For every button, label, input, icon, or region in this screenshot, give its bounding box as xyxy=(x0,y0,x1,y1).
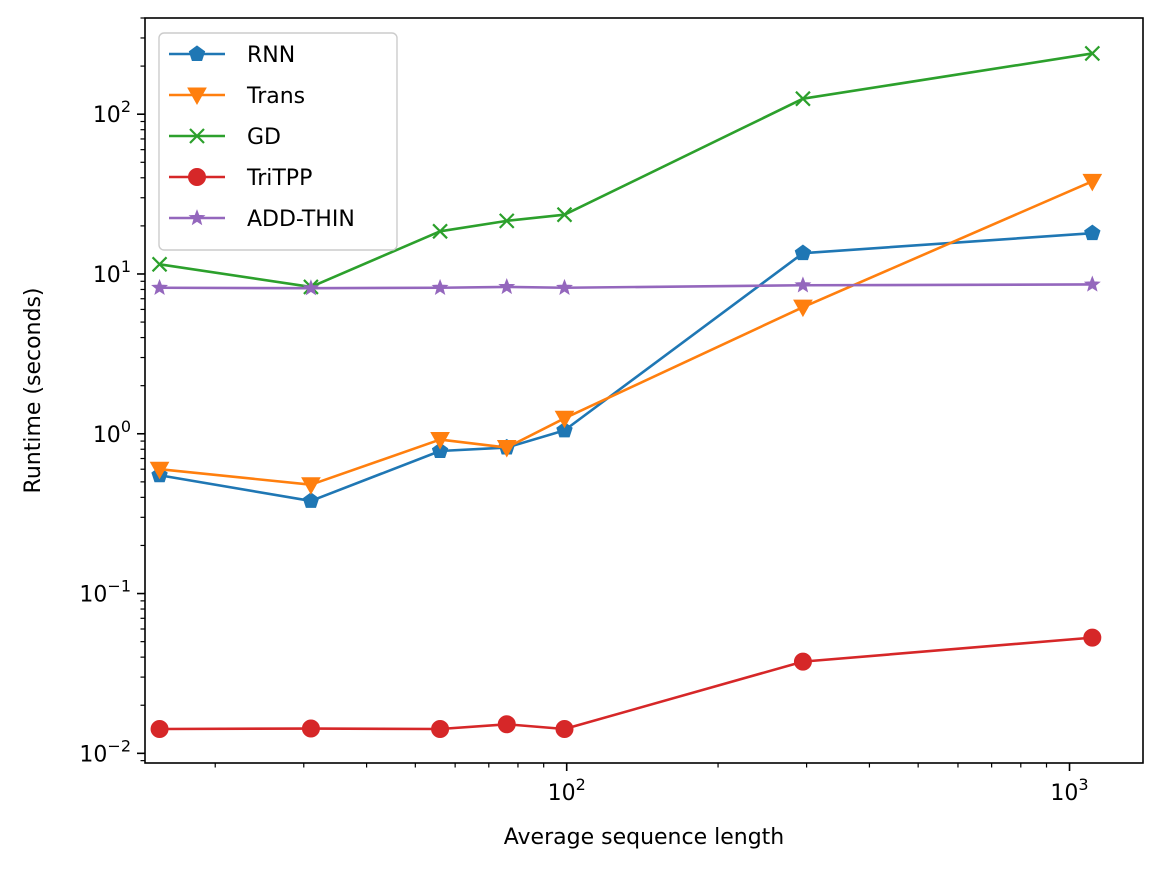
data-point-trans xyxy=(1082,173,1103,192)
legend-entry-trans: Trans xyxy=(169,84,305,109)
data-point-add-thin xyxy=(431,278,449,295)
series-trans xyxy=(149,173,1103,495)
data-point-gd xyxy=(151,256,168,273)
y-tick-label: 101 xyxy=(93,257,131,288)
data-point-rnn xyxy=(431,442,449,458)
legend-label: TriTPP xyxy=(246,166,312,191)
data-point-gd xyxy=(556,206,573,223)
y-tick-label: 102 xyxy=(93,97,131,128)
data-point-rnn xyxy=(302,492,320,508)
series-rnn xyxy=(151,224,1101,508)
data-point-gd xyxy=(795,90,811,107)
y-tick-label: 10−1 xyxy=(79,577,131,608)
legend: RNN Trans GD TriTPP ADD-THIN xyxy=(158,32,398,251)
data-point-trans xyxy=(793,299,813,318)
data-point-gd xyxy=(432,223,448,240)
data-point-trans xyxy=(496,440,517,458)
series-line-rnn xyxy=(159,231,1093,503)
data-point-tritpp xyxy=(555,720,574,739)
data-point-trans xyxy=(430,432,450,450)
axes-frame xyxy=(144,17,1144,764)
legend-marker xyxy=(188,209,206,226)
data-point-add-thin xyxy=(1083,275,1101,292)
data-point-add-thin xyxy=(302,279,320,296)
data-point-tritpp xyxy=(793,652,812,671)
data-point-tritpp xyxy=(150,720,169,739)
legend-entry-tritpp: TriTPP xyxy=(169,166,312,191)
series-add-thin xyxy=(151,275,1101,296)
x-tick-label: 102 xyxy=(548,775,586,806)
axis-ticks: 102 103 10−2 10−1 100 101 102 xyxy=(79,17,1089,806)
data-point-trans xyxy=(554,410,575,429)
legend-label: Trans xyxy=(246,84,305,109)
data-point-gd xyxy=(498,213,515,229)
legend-marker xyxy=(189,128,205,144)
data-point-rnn xyxy=(556,421,573,438)
y-tick-label: 10−2 xyxy=(79,736,131,767)
legend-label: RNN xyxy=(247,43,295,68)
data-point-tritpp xyxy=(497,715,516,734)
data-point-add-thin xyxy=(794,276,812,293)
data-point-rnn xyxy=(794,244,812,261)
legend-label: ADD-THIN xyxy=(247,207,355,232)
legend-box xyxy=(158,32,398,251)
data-point-tritpp xyxy=(301,719,320,738)
legend-entry-add-thin: ADD-THIN xyxy=(169,207,355,232)
data-point-tritpp xyxy=(1083,628,1102,647)
legend-label: GD xyxy=(247,125,281,150)
x-axis-label: Average sequence length xyxy=(504,825,784,850)
data-point-trans xyxy=(301,477,321,495)
legend-marker xyxy=(188,45,206,61)
y-axis-label: Runtime (seconds) xyxy=(21,288,46,494)
data-point-trans xyxy=(149,461,170,480)
y-tick-label: 100 xyxy=(93,417,131,448)
data-point-tritpp xyxy=(431,720,450,739)
series-line-tritpp xyxy=(159,636,1093,731)
data-point-add-thin xyxy=(151,278,169,295)
legend-entry-gd: GD xyxy=(169,125,281,150)
legend-marker xyxy=(188,168,206,186)
legend-entry-rnn: RNN xyxy=(169,43,295,68)
data-point-rnn xyxy=(1084,224,1101,241)
series-tritpp xyxy=(150,628,1102,739)
series-group xyxy=(149,45,1103,739)
data-point-gd xyxy=(1084,45,1101,62)
legend-marker xyxy=(187,87,207,106)
x-tick-label: 103 xyxy=(1050,775,1088,806)
data-point-add-thin xyxy=(556,278,573,295)
data-point-add-thin xyxy=(498,278,516,295)
